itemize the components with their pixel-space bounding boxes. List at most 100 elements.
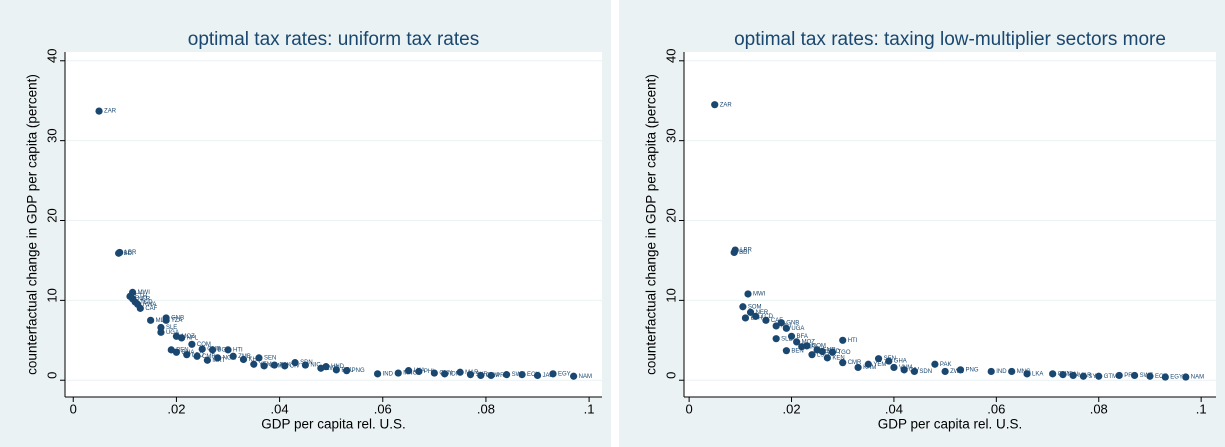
point-label: NIC [310,363,321,369]
point [885,357,893,365]
point-label: SDN [919,369,932,375]
point-label: IND [996,369,1007,375]
point [711,101,719,109]
point-label: GNB [171,316,184,322]
point [1049,370,1057,378]
point-label: TCD [140,300,153,306]
point-label: SEN [264,355,276,361]
point-label: NAM [1191,375,1204,381]
point [147,316,155,324]
x-tick-label: 0 [686,401,693,416]
x-tick-label: .06 [987,401,1005,416]
point-label: JAM [543,373,555,379]
point [864,360,872,368]
plot-area [65,52,602,397]
point [823,354,831,362]
plot-area [684,52,1216,397]
point [291,359,299,367]
point [466,371,475,379]
point [1069,371,1077,380]
point [1115,371,1123,380]
y-tick-label: 10 [44,288,59,302]
point [229,352,237,360]
x-tick-label: .08 [477,401,495,416]
point [1079,372,1087,380]
point-label: NAM [579,374,592,380]
y-axis-title: counterfactual change in GDP per capita … [644,74,659,375]
point-label: MWI [138,290,151,296]
point-label: ECU [1155,374,1168,380]
point-label: SYR [1088,374,1101,380]
point [332,366,340,374]
point [1161,373,1169,381]
point-label: TGO [837,350,850,356]
point [157,328,165,336]
point-label: PHL [424,369,436,375]
point [910,367,919,376]
point [343,367,351,375]
point [374,370,382,378]
point-label: COM [197,342,211,348]
point-label: ETH [750,316,762,322]
point [322,363,330,371]
point [115,249,123,257]
x-tick-label: .02 [782,401,800,416]
point [793,338,801,346]
point [741,314,750,322]
x-tick-label: .04 [885,401,903,416]
point-label: ZAR [720,102,733,108]
point-label: NGA [223,355,236,361]
point [818,347,826,356]
point [941,367,949,376]
point [208,346,217,354]
point [214,354,222,362]
point [193,352,201,360]
point-label: NER [756,310,769,316]
y-axis-title: counterfactual change in GDP per capita … [25,74,40,375]
point-label: MNG [1017,369,1031,375]
point [1023,370,1031,378]
point [188,340,196,348]
point [772,322,780,330]
y-tick-label: 0 [44,372,59,379]
point-label: GHA [894,359,907,365]
point [255,354,263,362]
x-tick-label: 0 [70,401,77,416]
point [1130,371,1139,380]
point [224,346,232,354]
point [250,360,258,368]
point-label: GNB [786,320,799,326]
point [839,359,847,367]
point-label: ECU [527,372,540,378]
point-label: RWA [143,302,157,308]
point [477,371,485,380]
point [183,351,191,359]
point-label: BDI [739,250,749,256]
point-label: ZWE [950,369,963,375]
point [744,290,752,298]
y-tick-label: 40 [663,49,678,63]
point [281,362,289,370]
point [828,348,837,356]
chart-title: optimal tax rates: uniform tax rates [188,29,479,50]
point-label: BGD [218,347,232,353]
point [198,345,206,353]
point-label: NPL [807,344,819,350]
point [95,107,103,115]
point-label: MWI [753,292,766,298]
point [394,369,402,377]
y-tick-label: 40 [44,49,59,63]
point-label: NER [138,296,151,302]
point-label: SWZ [512,372,526,378]
x-tick-label: .04 [271,401,289,416]
point-label: PNG [965,367,978,373]
point [777,319,785,327]
point-label: PAK [940,362,952,368]
point [404,367,413,375]
point [502,371,511,379]
point [549,370,557,378]
point [808,351,816,359]
y-tick-label: 10 [663,288,678,302]
point [172,348,181,356]
point [301,361,309,369]
